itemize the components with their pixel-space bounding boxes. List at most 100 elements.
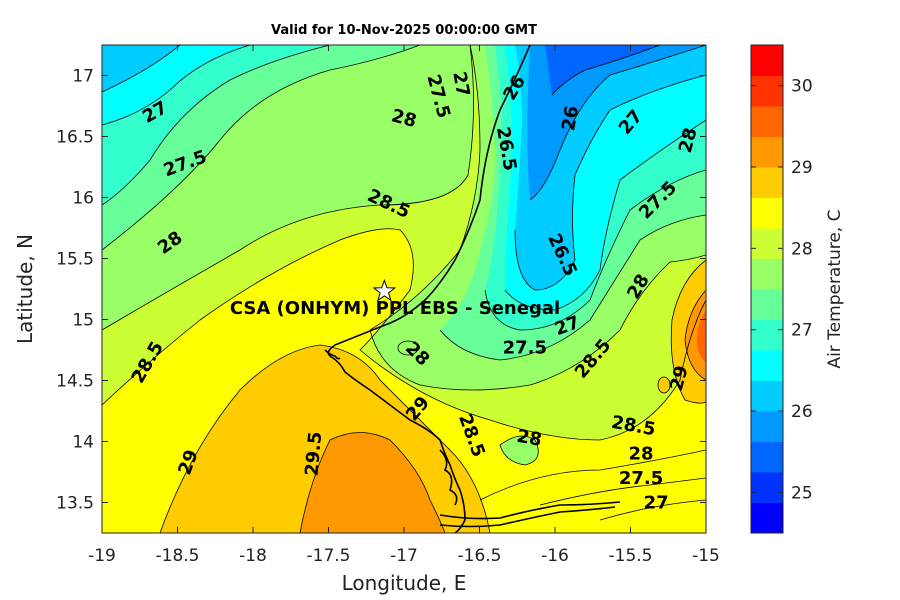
contour-line: [499, 435, 539, 466]
site-label: CSA (ONHYM) PPL EBS - Senegal: [230, 298, 560, 319]
contour-line: [439, 214, 706, 361]
colorbar-tick-label: 26: [791, 402, 813, 422]
colorbar-segment: [751, 319, 783, 351]
contour-label: 28: [629, 444, 654, 465]
contour-line: [684, 289, 706, 381]
contour-line: [102, 45, 421, 251]
colorbar-segment: [751, 380, 783, 412]
map-title: Valid for 10-Nov-2025 00:00:00 GMT: [271, 23, 537, 38]
contour-line: [369, 254, 706, 391]
colorbar-segment: [751, 441, 783, 473]
contour-line: [102, 45, 331, 206]
y-tick-label: 13.5: [56, 494, 94, 514]
contour-line: [102, 228, 706, 441]
contour-line: [514, 74, 706, 291]
colorbar-segment: [751, 167, 783, 198]
y-tick-label: 15: [72, 311, 94, 331]
x-tick-label: -16.5: [458, 546, 502, 566]
contour-label: 27: [448, 70, 473, 98]
contour-label: 26: [558, 104, 583, 132]
senegal-river-border: [327, 45, 531, 357]
x-tick-label: -15.5: [609, 546, 653, 566]
contour-line: [670, 259, 706, 404]
colorbar-segment: [751, 197, 783, 229]
y-tick-label: 14: [72, 433, 94, 453]
colorbar-tick-label: 25: [791, 483, 813, 503]
dakar-peninsula: [324, 349, 341, 360]
colorbar-label: Air Temperature, C: [825, 209, 845, 368]
y-tick-label: 16.5: [56, 128, 94, 148]
colorbar-tick-label: 29: [791, 158, 813, 178]
contour-line: [299, 432, 446, 533]
contour-label: 28: [515, 426, 543, 451]
x-tick-label: -16: [541, 546, 569, 566]
x-axis-label: Longitude, E: [342, 571, 467, 595]
contour-line: [479, 449, 706, 501]
colorbar-segment: [751, 45, 783, 76]
contour-line: [551, 45, 661, 96]
contour-line: [504, 119, 706, 311]
band-27.5-28-blob: [500, 436, 539, 465]
colorbar-segment: [751, 75, 783, 107]
colorbar: 25 26 27 28 29 30: [750, 44, 813, 534]
band-27.5-28-lake: [398, 341, 418, 355]
colorbar-tick-label: 30: [791, 77, 813, 97]
coastline: [329, 355, 466, 533]
contour-label: 27.5: [503, 338, 547, 359]
y-axis-label: Latitude, N: [13, 234, 37, 344]
x-tick-label: -18.5: [156, 546, 200, 566]
saloum-delta: [439, 449, 458, 506]
contour-line: [102, 45, 474, 331]
gambia-border: [439, 501, 621, 520]
contour-line: [599, 499, 706, 521]
contour-line: [369, 45, 481, 331]
y-tick-label: 16: [72, 189, 94, 209]
contour-lines: [102, 45, 706, 533]
colorbar-tick-label: 27: [791, 321, 813, 341]
colorbar-segment: [751, 258, 783, 290]
colorbar-tick-label: 28: [791, 239, 813, 259]
x-tick-label: -17.5: [307, 546, 351, 566]
band-25.5-26-west: [102, 45, 180, 92]
contour-label: 27.5: [619, 468, 663, 489]
x-tick-label: -17: [390, 546, 418, 566]
contour-line: [102, 45, 181, 93]
site-star-icon: [372, 278, 397, 302]
colorbar-segment: [751, 136, 783, 168]
colorbar-segment: [751, 472, 783, 503]
colorbar-segment: [751, 350, 783, 381]
contour-line: [484, 169, 706, 331]
site-marker-group: CSA (ONHYM) PPL EBS - Senegal: [230, 278, 560, 319]
band-29-29.5-east: [685, 290, 706, 380]
band-24.5-25: [545, 45, 660, 95]
colorbar-segment: [751, 411, 783, 442]
y-tick-label: 15.5: [56, 250, 94, 270]
contour-line: [159, 344, 491, 533]
contour-line: [397, 340, 419, 356]
axis-ticks: -19 -18.5 -18 -17.5 -17 -16.5 -16 -15.5 -15 13.5 1…: [56, 45, 720, 566]
band-25-25.5: [527, 45, 706, 200]
colorbar-segment: [751, 106, 783, 137]
colorbar-frame: [750, 44, 784, 534]
x-tick-label: -15: [692, 546, 720, 566]
temperature-field: [102, 45, 706, 533]
x-tick-label: -18: [239, 546, 267, 566]
band-29-east-dot: [658, 377, 670, 393]
contour-line: [529, 45, 706, 201]
gambia-river: [439, 506, 616, 528]
contour-line: [539, 477, 706, 506]
contour-label: 29.5: [302, 431, 327, 477]
colorbar-segment: [751, 289, 783, 320]
y-tick-label: 17: [72, 67, 94, 87]
y-tick-label: 14.5: [56, 372, 94, 392]
contour-label: 27: [644, 493, 669, 514]
colorbar-segment: [751, 502, 783, 534]
contour-line: [657, 376, 671, 394]
x-tick-label: -19: [88, 546, 116, 566]
band-29.5-30: [300, 432, 445, 533]
contour-line: [102, 45, 251, 126]
coastline-borders: [324, 45, 621, 533]
colorbar-segment: [751, 228, 783, 259]
